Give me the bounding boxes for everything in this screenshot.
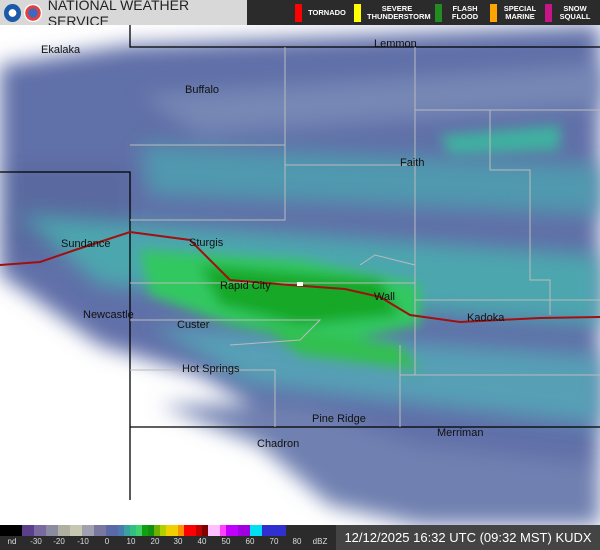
city-faith: Faith <box>400 157 425 169</box>
city-wall: Wall <box>374 291 395 303</box>
colorbar-segment <box>136 525 142 536</box>
dbz-tick-label: 60 <box>245 537 255 546</box>
dbz-tick-label: -20 <box>53 537 65 546</box>
county-lines <box>130 47 600 427</box>
colorbar-segment <box>184 525 196 536</box>
footer: nd -30 -20 -10 0 10 20 30 40 50 60 70 80 dBZ 12/12/20… <box>0 525 600 550</box>
dbz-tick-label: 10 <box>126 537 136 546</box>
dbz-tick-label: 0 <box>104 537 110 546</box>
city-pine-ridge: Pine Ridge <box>312 413 366 425</box>
city-buffalo: Buffalo <box>185 84 220 96</box>
warning-label: FLASH FLOOD <box>451 3 479 21</box>
dbz-tick-label: 30 <box>173 537 183 546</box>
colorbar-segment <box>34 525 46 536</box>
colorbar-segment <box>148 525 154 536</box>
colorbar-segment <box>58 525 70 536</box>
city-rapid-city: Rapid City <box>220 280 271 292</box>
city-kadoka: Kadoka <box>467 312 505 324</box>
warning-flash-flood: FLASH FLOOD <box>435 3 482 22</box>
warning-label: TORNADO <box>308 7 346 17</box>
colorbar-segment <box>94 525 106 536</box>
colorbar-segment <box>196 525 202 536</box>
colorbar-segment <box>46 525 58 536</box>
colorbar-segment <box>82 525 94 536</box>
colorbar-segment <box>106 525 118 536</box>
warning-swatch <box>295 3 302 22</box>
warning-swatch <box>545 3 552 22</box>
warning-swatch <box>435 3 442 22</box>
warning-snow-squall: SNOW SQUALL <box>545 3 592 22</box>
dbz-tick-label: dBZ <box>312 537 328 546</box>
city-newcastle: Newcastle <box>83 309 134 321</box>
warning-swatch <box>354 3 361 22</box>
dbz-tick-label: -10 <box>77 537 89 546</box>
colorbar-segment <box>178 525 184 536</box>
dbz-tick-label: 40 <box>197 537 207 546</box>
colorbar-segment <box>70 525 82 536</box>
colorbar-segment <box>0 525 22 536</box>
dbz-tick-label: 50 <box>221 537 231 546</box>
colorbar-segment <box>124 525 130 536</box>
colorbar-segment <box>118 525 124 536</box>
colorbar-segment <box>208 525 220 536</box>
dbz-tick-label: 70 <box>269 537 279 546</box>
warning-swatch <box>490 3 497 22</box>
colorbar-segment <box>238 525 250 536</box>
city-lemmon: Lemmon <box>374 38 417 50</box>
header: NATIONAL WEATHER SERVICE TORNADO SEVERE T… <box>0 0 600 29</box>
radar-map[interactable]: Ekalaka Lemmon Buffalo Faith Sundance St… <box>0 25 600 525</box>
colorbar-segment <box>226 525 238 536</box>
site-title: NATIONAL WEATHER SERVICE <box>47 0 190 29</box>
radar-site-marker <box>297 282 303 286</box>
nws-logo-icon <box>24 3 42 22</box>
dbz-labels: nd -30 -20 -10 0 10 20 30 40 50 60 70 80 dBZ <box>0 537 334 550</box>
warning-legend: TORNADO SEVERE THUNDERSTORM FLASH FLOOD SPE… <box>247 0 600 25</box>
colorbar-segment <box>22 525 34 536</box>
city-ekalaka: Ekalaka <box>41 44 81 56</box>
city-merriman: Merriman <box>437 427 484 439</box>
timestamp: 12/12/2025 16:32 UTC (09:32 MST) KUDX <box>336 525 600 550</box>
dbz-tick-label: -30 <box>30 537 42 546</box>
colorbar-segment <box>220 525 226 536</box>
city-hot-springs: Hot Springs <box>182 363 240 375</box>
warning-tornado: TORNADO <box>295 3 346 22</box>
dbz-tick-label: 20 <box>150 537 160 546</box>
dbz-colorbar <box>0 525 334 536</box>
colorbar-segment <box>202 525 208 536</box>
warning-label: SPECIAL MARINE <box>503 3 537 21</box>
warning-label: SNOW SQUALL <box>559 3 591 21</box>
nws-brand: NATIONAL WEATHER SERVICE <box>0 0 247 29</box>
state-borders <box>0 25 600 500</box>
colorbar-segment <box>130 525 136 536</box>
colorbar-segment <box>166 525 178 536</box>
interstate-90 <box>0 230 600 324</box>
colorbar-segment <box>262 525 286 536</box>
colorbar-segment <box>250 525 262 536</box>
colorbar-segment <box>154 525 160 536</box>
city-sundance: Sundance <box>61 238 111 250</box>
warning-label: SEVERE THUNDERSTORM <box>367 3 431 21</box>
colorbar-segment <box>160 525 166 536</box>
colorbar-segment <box>142 525 148 536</box>
city-sturgis: Sturgis <box>189 237 224 249</box>
warning-severe-thunderstorm: SEVERE THUNDERSTORM <box>354 3 431 22</box>
dbz-tick-label: nd <box>7 537 17 546</box>
warning-special-marine: SPECIAL MARINE <box>490 3 537 22</box>
dbz-tick-label: 80 <box>292 537 302 546</box>
reflectivity-moderate <box>140 125 560 370</box>
city-custer: Custer <box>177 319 210 331</box>
city-chadron: Chadron <box>257 438 300 450</box>
noaa-logo-icon <box>4 3 22 22</box>
radar-image <box>0 25 600 525</box>
